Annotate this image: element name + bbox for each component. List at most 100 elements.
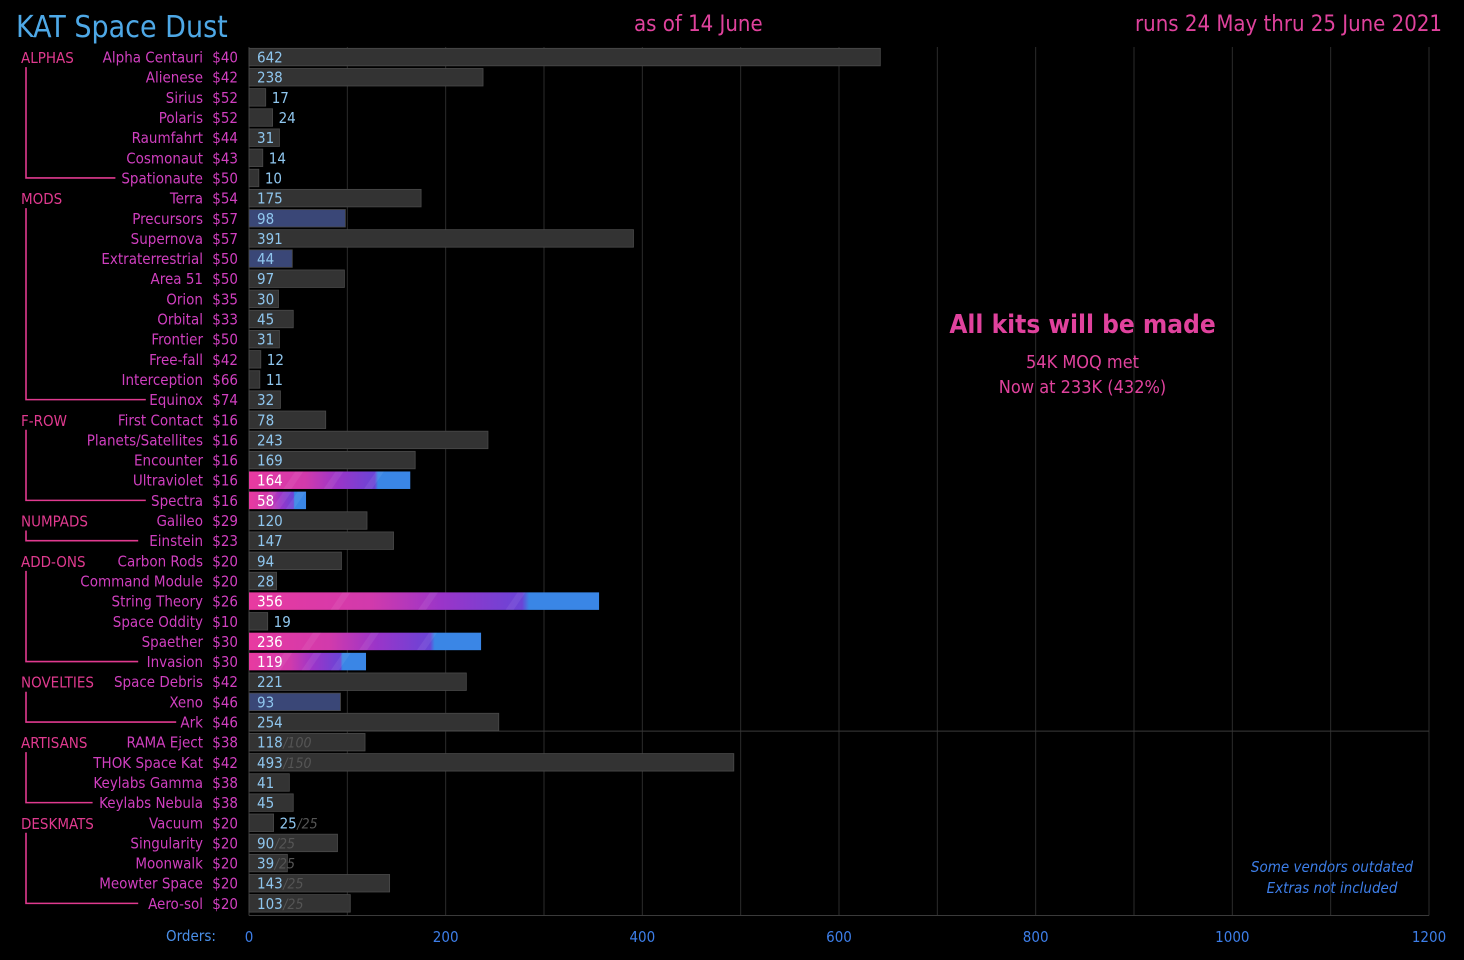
bar-stripe — [323, 471, 344, 489]
item-label: Vacuum — [149, 814, 203, 832]
group-label: DESKMATS — [21, 815, 94, 833]
value-label: 45 — [257, 794, 274, 812]
item-price: $74 — [212, 391, 238, 409]
item-label: Raumfahrt — [132, 129, 203, 147]
bar — [248, 672, 467, 691]
value-label: 169 — [257, 452, 283, 470]
item-label: Precursors — [132, 210, 203, 228]
value-label: 120 — [257, 512, 283, 530]
group-bracket — [25, 832, 139, 905]
moq-label: /25 — [274, 836, 295, 852]
chart-title: KAT Space Dust — [16, 10, 228, 45]
value-label: 243 — [257, 431, 283, 449]
item-label: String Theory — [112, 593, 203, 611]
moq-label: /150 — [282, 756, 311, 772]
group-label: MODS — [21, 190, 62, 208]
item-label: Singularity — [130, 834, 203, 852]
value-label: 147 — [257, 532, 283, 550]
bar — [248, 148, 264, 167]
item-price: $50 — [212, 169, 238, 187]
item-price: $35 — [212, 290, 238, 308]
value-label: 119 — [257, 653, 283, 671]
item-label: Free-fall — [149, 351, 203, 369]
item-price: $20 — [212, 855, 238, 873]
value-label: 31 — [257, 129, 274, 147]
x-tick-label: 1000 — [1215, 928, 1249, 946]
bar-stripe — [271, 491, 292, 510]
item-label: Planets/Satellites — [87, 431, 203, 449]
group-bracket — [25, 429, 146, 502]
value-label: 31 — [257, 331, 274, 349]
group-bracket — [25, 530, 139, 542]
bar — [248, 813, 274, 832]
bar — [248, 108, 274, 127]
item-label: Spectra — [151, 492, 203, 510]
value-label: 221 — [257, 673, 283, 691]
x-tick-label: 1200 — [1412, 928, 1446, 946]
x-tick-label: 400 — [629, 928, 655, 946]
item-price: $20 — [212, 834, 238, 852]
item-label: Carbon Rods — [118, 552, 203, 570]
group-bracket — [25, 67, 116, 179]
bar — [249, 471, 411, 489]
group-bracket — [25, 570, 139, 663]
value-label: 44 — [257, 250, 274, 268]
bar — [248, 753, 735, 772]
group-label: NUMPADS — [21, 513, 88, 531]
value-label: 254 — [257, 714, 283, 732]
bar — [248, 47, 881, 67]
value-label: 90 — [257, 834, 274, 852]
item-label: Supernova — [131, 230, 203, 248]
bar-stripe — [257, 491, 278, 510]
value-label: 93 — [257, 693, 274, 711]
bar — [248, 894, 351, 913]
item-label: RAMA Eject — [127, 734, 203, 752]
item-label: Xeno — [169, 693, 203, 711]
item-label: Invasion — [147, 653, 203, 671]
moq-label: /25 — [296, 816, 317, 832]
item-label: First Contact — [118, 411, 203, 429]
group-bracket — [25, 691, 177, 723]
item-price: $33 — [212, 311, 238, 329]
bar — [248, 410, 327, 429]
item-label: Area 51 — [151, 270, 203, 288]
item-label: Moonwalk — [135, 855, 203, 873]
value-label: 30 — [257, 290, 274, 308]
bar — [248, 692, 341, 712]
group-label: ADD-ONS — [21, 553, 86, 571]
value-label: 12 — [267, 351, 284, 369]
item-label: Encounter — [134, 452, 203, 470]
item-price: $42 — [212, 754, 238, 772]
as-of-date: as of 14 June — [634, 12, 763, 37]
bar-stripe — [301, 632, 322, 651]
value-label: 642 — [257, 49, 283, 67]
group-bracket — [25, 208, 146, 401]
item-label: Galileo — [156, 512, 203, 530]
item-label: Space Debris — [114, 673, 203, 691]
x-axis-label: Orders: — [166, 927, 216, 945]
bar — [248, 853, 288, 873]
value-label: 236 — [257, 633, 283, 651]
bar-stripe — [330, 652, 351, 671]
bar — [249, 652, 367, 671]
group-label: ALPHAS — [21, 49, 74, 67]
value-label: 19 — [274, 613, 291, 631]
bar — [248, 531, 394, 550]
bar — [248, 249, 293, 268]
item-price: $20 — [212, 552, 238, 570]
item-price: $16 — [212, 431, 238, 449]
item-price: $44 — [212, 129, 238, 147]
bars-layer — [248, 47, 881, 913]
bar — [248, 209, 346, 228]
value-label: 493 — [257, 754, 283, 772]
value-label: 17 — [272, 89, 289, 107]
grid-layer — [248, 47, 1430, 916]
bar — [248, 229, 634, 248]
bar-stripe — [283, 471, 304, 489]
value-label: 41 — [257, 774, 274, 792]
value-label: 39 — [257, 855, 274, 873]
value-label: 28 — [257, 572, 274, 590]
item-price: $50 — [212, 270, 238, 288]
bar-stripe — [330, 592, 351, 610]
value-label: 94 — [257, 552, 274, 570]
